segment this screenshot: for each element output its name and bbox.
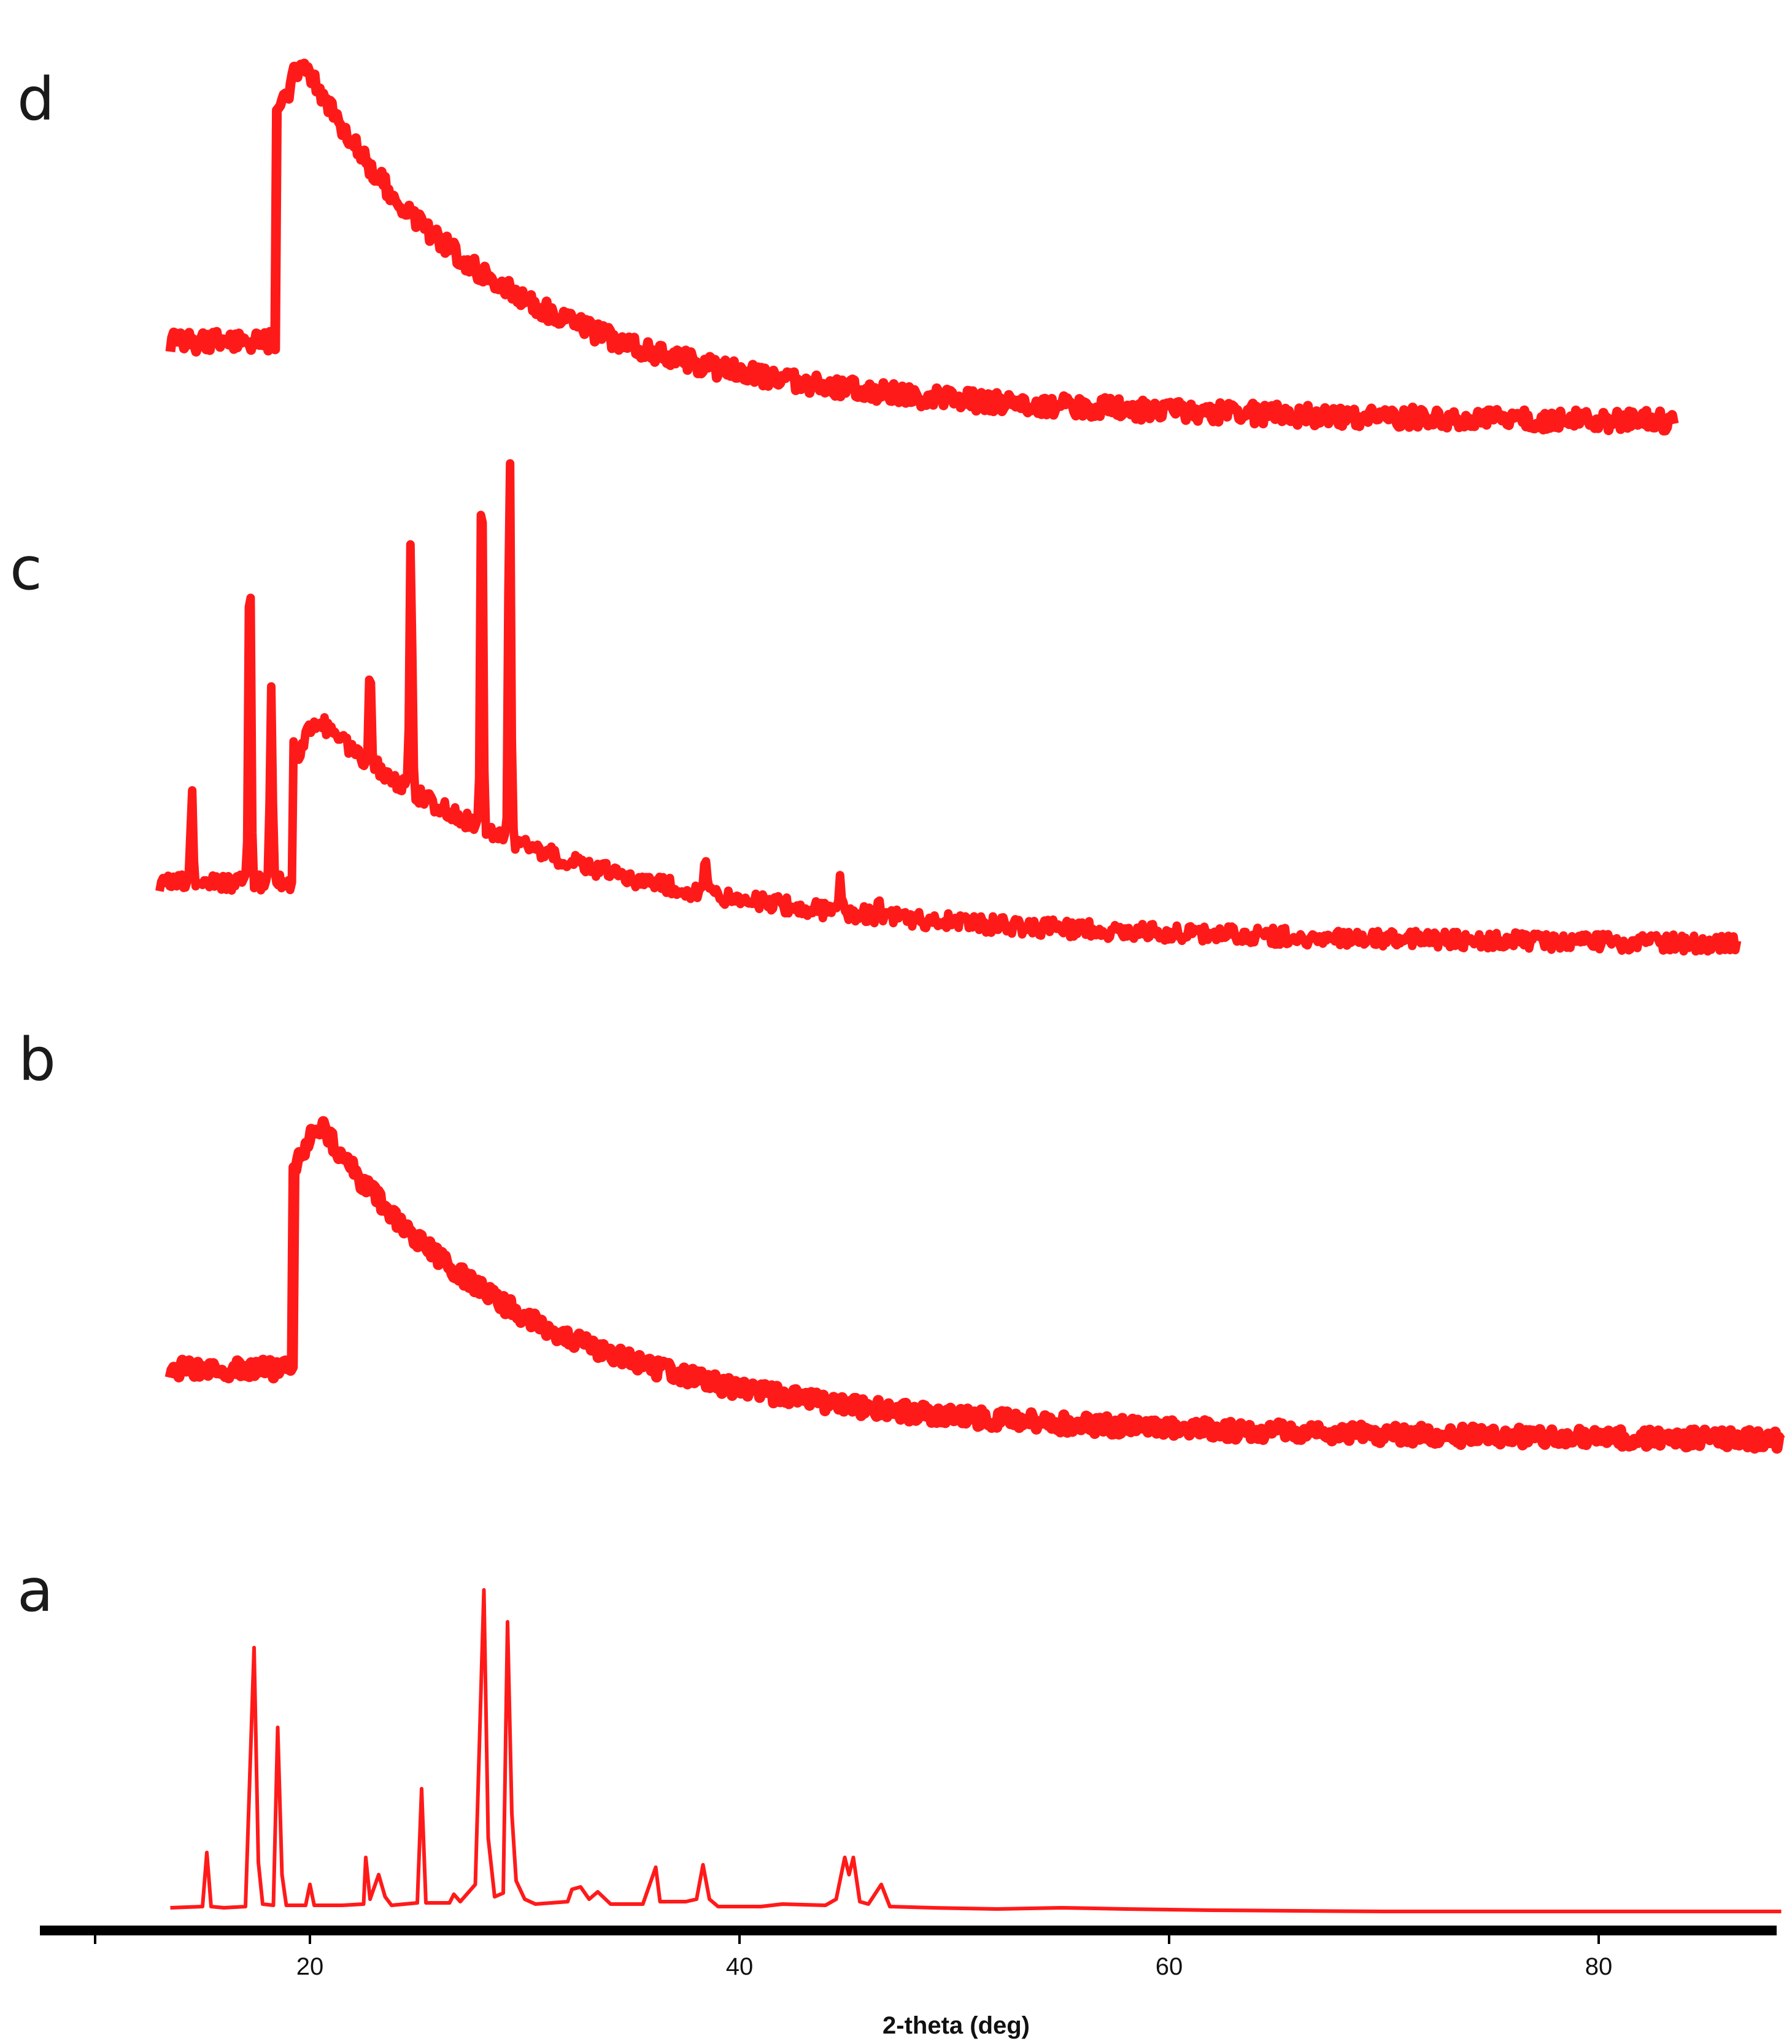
x-tick-label: 60	[1156, 1953, 1183, 1980]
panel-label-c: c	[10, 534, 42, 603]
x-tick-label: 20	[296, 1953, 324, 1980]
series-line-d	[165, 58, 1679, 436]
series-layer	[155, 58, 1785, 1913]
x-tick-group: 20 40 60 80	[94, 1933, 1613, 1980]
x-tick-label: 80	[1585, 1953, 1613, 1980]
series-line-a	[170, 1588, 1782, 1913]
x-tick-label: 40	[726, 1953, 754, 1980]
series-line-c	[155, 459, 1742, 956]
panel-label-a: a	[17, 1556, 53, 1625]
panel-label-d: d	[17, 65, 55, 134]
series-line-b	[164, 1116, 1785, 1454]
panel-label-b: b	[18, 1025, 56, 1094]
x-axis-title: 2-theta (deg)	[882, 2012, 1030, 2039]
